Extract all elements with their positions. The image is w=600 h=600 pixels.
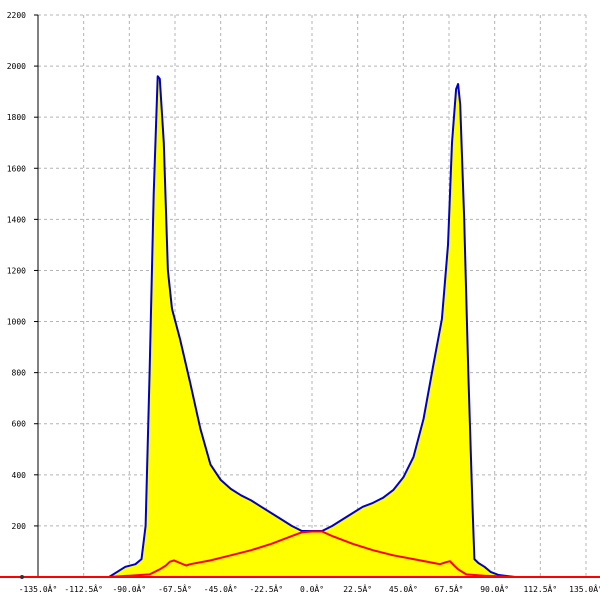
series-layer (38, 75, 586, 578)
x-tick-label: 67.5Â° (435, 583, 464, 594)
y-tick-label: 800 (12, 369, 27, 378)
y-tick-label: 200 (12, 522, 27, 531)
y-tick-label: 1800 (7, 113, 26, 122)
y-tick-label: 600 (12, 420, 27, 429)
y-tick-label: 1200 (7, 266, 26, 275)
y-tick-label: 1000 (7, 318, 26, 327)
x-tick-label: -45.0Â° (204, 583, 238, 594)
y-tick-label: 1600 (7, 164, 26, 173)
x-tick-labels: -135.0Â° -112.5Â° -90.0Â° -67.5Â° -45.0Â° -22… (19, 583, 600, 594)
x-tick-label: 45.0Â° (389, 583, 418, 594)
x-tick-label: -67.5Â° (158, 583, 192, 594)
x-tick-label: -22.5Â° (249, 583, 283, 594)
axes (0, 14, 600, 579)
x-tick-label: 22.5Â° (343, 583, 372, 594)
y-tick-label: 400 (12, 471, 27, 480)
series-0-area (38, 76, 586, 578)
x-tick-label: -90.0Â° (112, 583, 146, 594)
x-tick-label: 0.0Â° (300, 583, 324, 594)
y-tick-label: 2200 (7, 11, 26, 20)
origin-marker (20, 575, 24, 579)
grid (38, 14, 587, 577)
y-tick-label: 1400 (7, 215, 26, 224)
y-tick-labels: 200 400 600 800 1000 1200 1400 1600 1800 2000 2200 (7, 11, 26, 531)
x-tick-label: 112.5Â° (523, 583, 557, 594)
x-tick-label: -112.5Â° (64, 583, 103, 594)
series-1-line (38, 530, 586, 578)
y-tick-label: 2000 (7, 62, 26, 71)
x-tick-label: 135.0Â° (569, 583, 600, 594)
x-tick-label: 90.0Â° (480, 583, 509, 594)
x-tick-label: -135.0Â° (19, 583, 58, 594)
